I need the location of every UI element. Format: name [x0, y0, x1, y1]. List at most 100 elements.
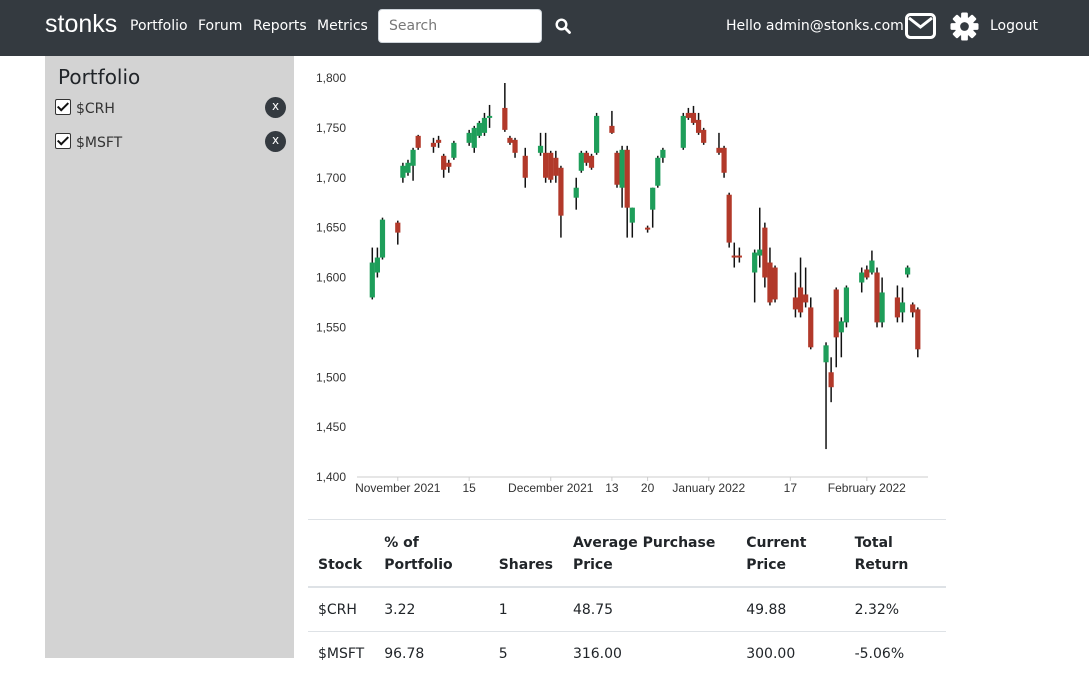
search-input[interactable]: Search — [378, 9, 542, 43]
table-cell: 5 — [489, 632, 563, 675]
x-tick-label: November 2021 — [355, 481, 441, 495]
candle-body — [721, 148, 726, 173]
table-cell: 1 — [489, 587, 563, 632]
candle-body — [574, 188, 579, 198]
navbar: stonks Portfolio Forum Reports Metrics S… — [0, 0, 1089, 56]
nav-link[interactable]: Reports — [253, 18, 307, 34]
remove-button[interactable]: x — [265, 131, 286, 152]
candle-body — [834, 289, 839, 337]
candle-body — [543, 153, 548, 178]
x-tick-label: 17 — [784, 481, 798, 495]
nav-link[interactable]: Forum — [198, 18, 242, 34]
candle-body — [416, 136, 421, 148]
candle-body — [395, 223, 400, 233]
portfolio-item[interactable]: $MSFT — [55, 133, 122, 151]
candle-body — [614, 153, 619, 185]
candle-body — [375, 258, 380, 273]
candle-body — [380, 220, 385, 258]
logout-link[interactable]: Logout — [990, 18, 1038, 34]
candle-body — [609, 126, 614, 133]
candle-body — [844, 287, 849, 322]
candle-body — [410, 150, 415, 166]
candle-body — [482, 118, 487, 133]
candle-body — [660, 150, 665, 158]
y-tick-label: 1,600 — [316, 271, 346, 285]
portfolio-item[interactable]: $CRH — [55, 99, 115, 117]
candle-body — [727, 195, 732, 243]
candle-body — [869, 261, 874, 273]
candle-body — [859, 273, 864, 283]
candle-body — [767, 263, 772, 303]
candle-body — [650, 188, 655, 210]
candle-body — [400, 166, 405, 178]
column-header: % of Portfolio — [374, 520, 488, 588]
candle-body — [696, 120, 701, 133]
candle-body — [880, 292, 885, 322]
candle-body — [548, 153, 553, 180]
x-tick-label: 20 — [641, 481, 655, 495]
x-tick-label: January 2022 — [672, 481, 745, 495]
candle-body — [808, 307, 813, 347]
nav-link[interactable]: Portfolio — [130, 18, 188, 34]
sidebar: Portfolio $CRH x $MSFT x — [45, 56, 294, 658]
candle-body — [446, 163, 451, 167]
candle-body — [823, 345, 828, 362]
checkbox[interactable] — [55, 99, 71, 115]
candle-body — [655, 158, 660, 186]
candle-body — [691, 113, 696, 123]
checkbox[interactable] — [55, 133, 71, 149]
page: stonks Portfolio Forum Reports Metrics S… — [0, 0, 1089, 658]
candle-body — [436, 140, 441, 143]
candle-body — [584, 153, 589, 163]
candle-body — [900, 302, 905, 312]
table-cell: 300.00 — [736, 632, 844, 675]
sidebar-title: Portfolio — [58, 65, 140, 89]
candle-body — [732, 256, 737, 258]
table-cell: 2.32% — [845, 587, 946, 632]
candle-body — [681, 116, 686, 148]
candle-body — [579, 153, 584, 171]
candle-body — [477, 123, 482, 136]
chart: 1,4001,4501,5001,5501,6001,6501,7001,750… — [300, 56, 950, 506]
candle-body — [905, 268, 910, 275]
candle-body — [467, 133, 472, 143]
candle-body — [620, 150, 625, 188]
brand[interactable]: stonks — [45, 10, 117, 39]
mail-icon[interactable] — [905, 13, 936, 39]
candle-body — [874, 273, 879, 323]
x-tick-label: 13 — [605, 481, 619, 495]
candle-body — [431, 143, 436, 147]
settings-icon[interactable] — [950, 12, 979, 41]
x-tick-label: December 2021 — [508, 481, 594, 495]
candle-body — [915, 309, 920, 349]
y-tick-label: 1,650 — [316, 221, 346, 235]
candle-body — [507, 138, 512, 143]
search-button[interactable] — [555, 18, 571, 34]
x-tick-label: 15 — [462, 481, 476, 495]
y-tick-label: 1,700 — [316, 171, 346, 185]
column-header: Total Return — [845, 520, 946, 588]
y-tick-label: 1,400 — [316, 470, 346, 484]
candle-body — [553, 158, 558, 176]
table-cell: -5.06% — [845, 632, 946, 675]
candle-body — [472, 128, 477, 148]
candle-body — [502, 108, 507, 130]
candle-body — [589, 156, 594, 168]
candle-body — [405, 163, 410, 173]
candle-body — [487, 116, 492, 118]
greeting: Hello admin@stonks.com! — [726, 18, 909, 34]
candle-body — [803, 294, 808, 302]
nav-link[interactable]: Metrics — [317, 18, 368, 34]
candle-body — [798, 287, 803, 312]
table-cell: 49.88 — [736, 587, 844, 632]
candle-body — [762, 228, 767, 278]
remove-button[interactable]: x — [265, 97, 286, 118]
y-tick-label: 1,550 — [316, 320, 346, 334]
table-cell: $MSFT — [308, 632, 374, 675]
candle-body — [686, 113, 691, 118]
y-tick-label: 1,500 — [316, 370, 346, 384]
candle-body — [910, 304, 915, 312]
